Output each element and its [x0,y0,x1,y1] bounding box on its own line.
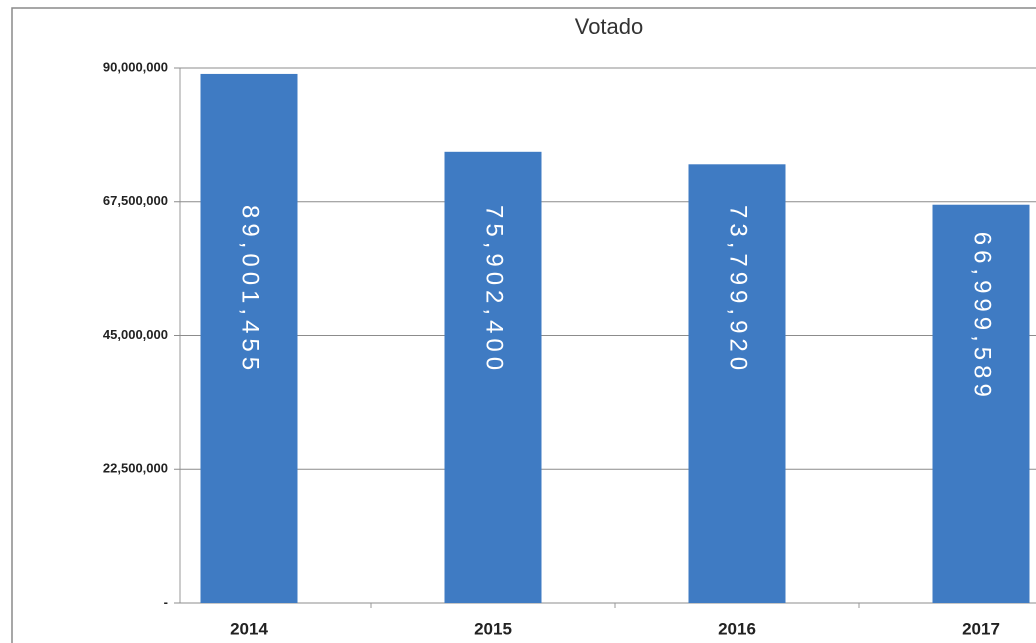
x-tick-label: 2014 [230,619,268,638]
data-label: 66,999,589 [969,232,996,402]
y-tick-label: 45,000,000 [103,327,168,342]
chart-frame [11,7,1036,643]
bar [932,204,1030,603]
data-label: 73,799,920 [725,205,752,375]
y-tick-label: 22,500,000 [103,461,168,476]
bar [688,164,786,603]
x-tick-label: 2017 [962,619,1000,638]
y-tick-label: - [164,594,168,609]
data-label: 89,001,455 [237,205,264,375]
y-tick-label: 67,500,000 [103,193,168,208]
y-tick-label: 90,000,000 [103,59,168,74]
bar [444,151,542,603]
data-label: 75,902,400 [481,205,508,375]
x-tick-label: 2015 [474,619,512,638]
bar [200,73,298,604]
chart-title: Votado [575,14,644,39]
x-tick-label: 2016 [718,619,756,638]
